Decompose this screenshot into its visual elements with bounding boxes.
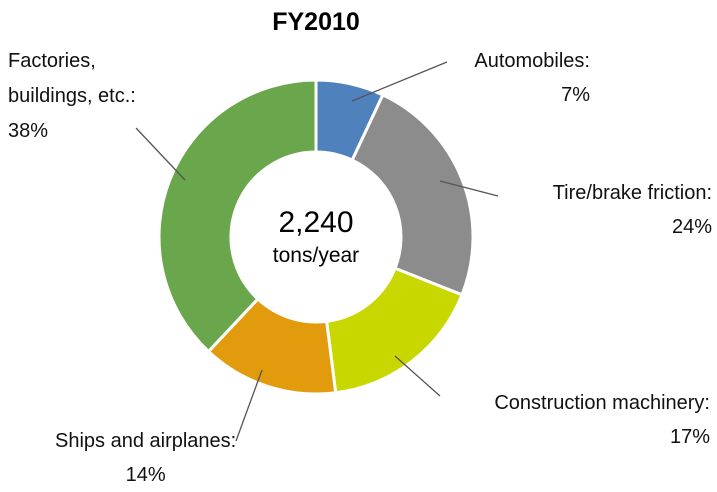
donut-slice [324, 266, 464, 395]
slice-label: Automobiles: 7% [474, 44, 590, 112]
donut-slice [350, 92, 475, 297]
value-label: 17% [669, 426, 710, 448]
leader-line [351, 61, 448, 102]
category-label: Automobiles: [474, 50, 590, 72]
donut-slice [157, 78, 318, 354]
category-label: Tire/brake friction: [552, 182, 712, 204]
value-label: 38% [8, 120, 49, 142]
leader-line [439, 180, 499, 197]
value-label: 24% [671, 216, 712, 238]
center-total: 2,240 [278, 206, 354, 239]
value-label: 14% [125, 464, 166, 486]
slice-label: Tire/brake friction: 24% [553, 176, 712, 244]
slice-label: Construction machinery: 17% [494, 386, 710, 454]
chart-title: FY2010 [272, 8, 360, 36]
slice-label: Ships and airplanes: 14% [55, 424, 236, 492]
category-label: Ships and airplanes: [55, 430, 237, 452]
category-label: Construction machinery: [494, 392, 710, 414]
leader-lines [135, 61, 499, 442]
center-unit: tons/year [272, 244, 360, 267]
slice-label: Factories, buildings, etc.: 38% [8, 44, 178, 148]
value-label: 7% [561, 84, 590, 106]
category-label: Factories, buildings, etc.: [8, 50, 136, 107]
leader-line [135, 127, 186, 181]
leader-line [394, 355, 441, 397]
leader-line [235, 369, 263, 442]
